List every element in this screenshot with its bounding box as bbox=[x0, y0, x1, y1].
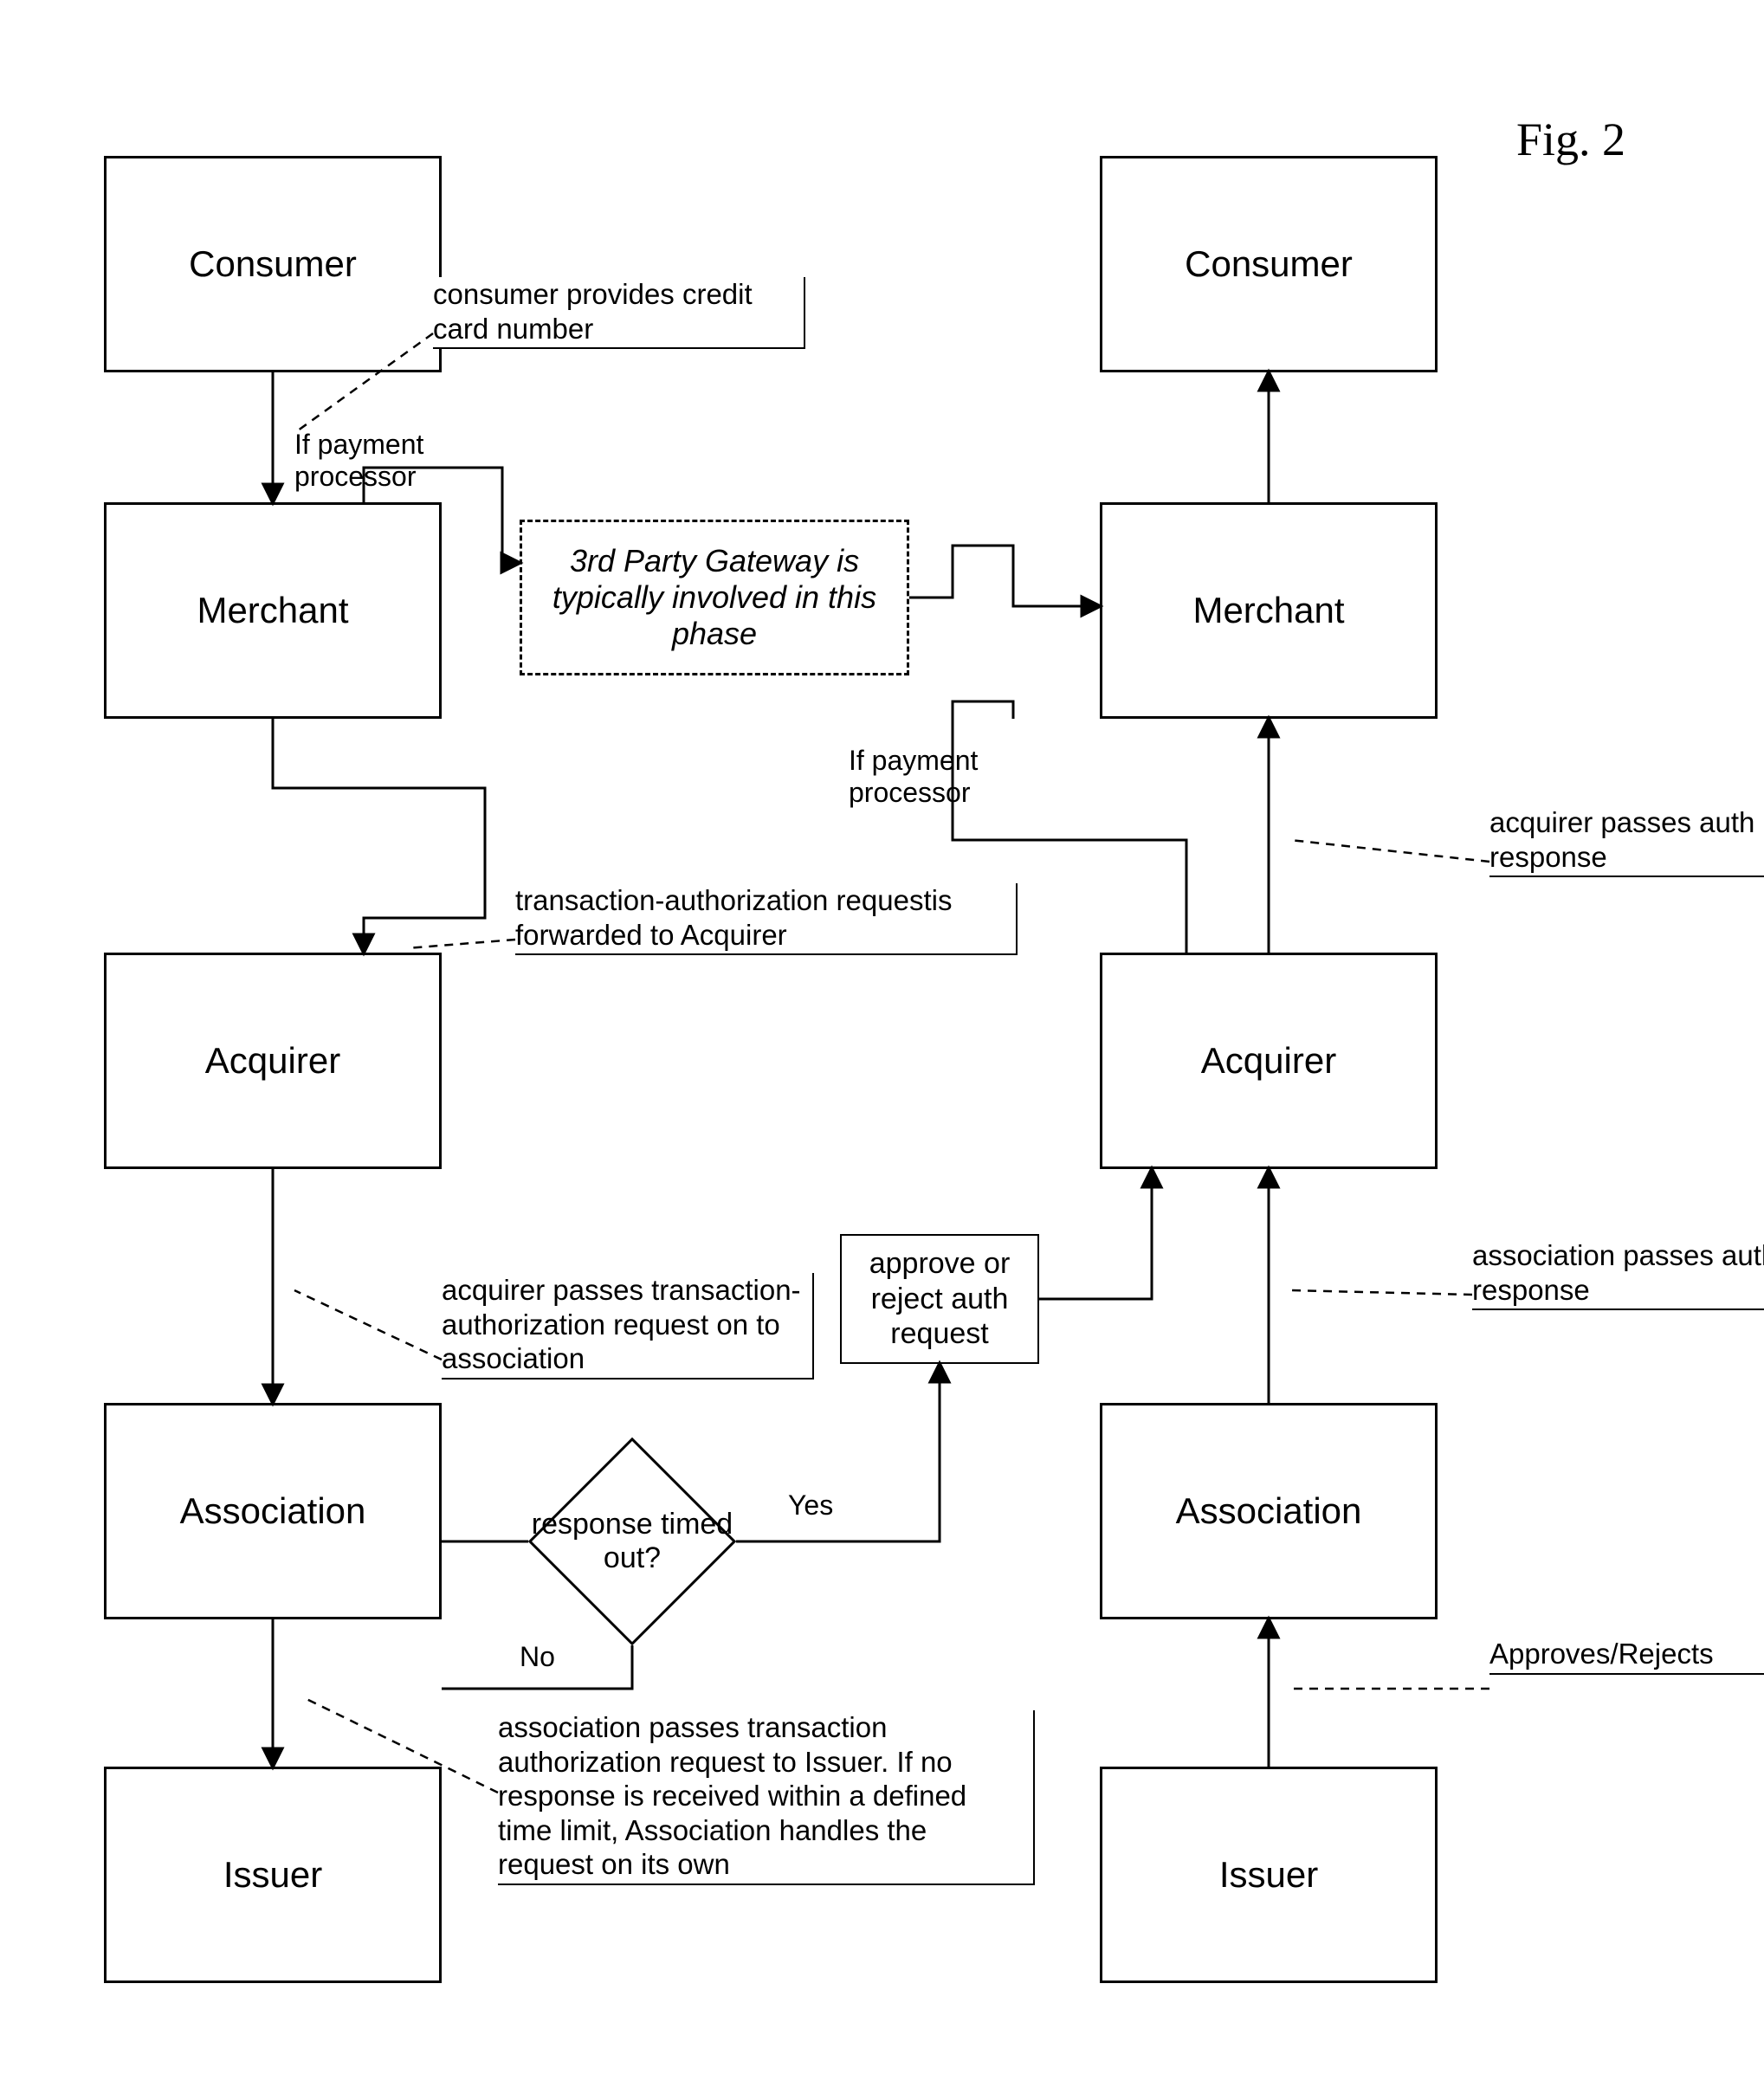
left-issuer-box: Issuer bbox=[104, 1767, 442, 1983]
if-payment-processor-right: If payment processor bbox=[849, 745, 1031, 809]
annot-assoc-passes-auth: association passes auth response bbox=[1472, 1238, 1764, 1310]
right-association-box: Association bbox=[1100, 1403, 1438, 1619]
decision-yes-label: Yes bbox=[788, 1489, 833, 1522]
left-merchant-box: Merchant bbox=[104, 502, 442, 719]
annot-acq-passes-auth: acquirer passes auth response bbox=[1489, 805, 1764, 877]
annot-assoc-passes-issuer: association passes transaction authoriza… bbox=[498, 1710, 1035, 1885]
annot-consumer-provides: consumer provides credit card number bbox=[433, 277, 805, 349]
gateway-note-box: 3rd Party Gateway is typically involved … bbox=[520, 520, 909, 675]
right-acquirer-box: Acquirer bbox=[1100, 953, 1438, 1169]
annot-approves-rejects: Approves/Rejects bbox=[1489, 1637, 1764, 1675]
left-consumer-box: Consumer bbox=[104, 156, 442, 372]
right-issuer-box: Issuer bbox=[1100, 1767, 1438, 1983]
annot-txn-auth-fwd: transaction-authorization requestis forw… bbox=[515, 883, 1018, 955]
if-payment-processor-left: If payment processor bbox=[294, 429, 476, 493]
left-association-box: Association bbox=[104, 1403, 442, 1619]
decision-no-label: No bbox=[520, 1641, 555, 1673]
approve-reject-box: approve or reject auth request bbox=[840, 1234, 1039, 1364]
decision-timeout: response timed out? bbox=[528, 1438, 736, 1645]
figure-label: Fig. 2 bbox=[1516, 113, 1625, 166]
decision-label: response timed out? bbox=[528, 1508, 736, 1575]
right-consumer-box: Consumer bbox=[1100, 156, 1438, 372]
left-acquirer-box: Acquirer bbox=[104, 953, 442, 1169]
right-merchant-box: Merchant bbox=[1100, 502, 1438, 719]
annot-acq-passes-assoc: acquirer passes transaction-authorizatio… bbox=[442, 1273, 814, 1380]
flowchart-diagram: Fig. 2 Consumer Merchant Acquirer Associ… bbox=[35, 35, 1729, 2031]
